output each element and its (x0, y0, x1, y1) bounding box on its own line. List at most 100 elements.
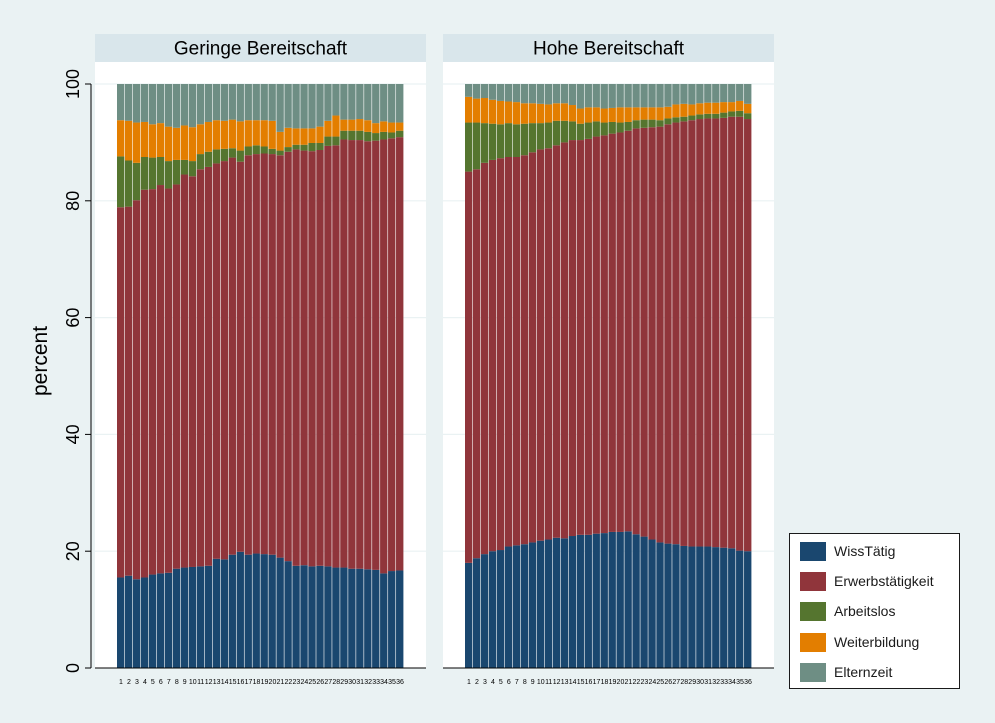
x-tick-label: 26 (316, 679, 324, 686)
bar-segment (576, 534, 584, 668)
bar-segment (536, 123, 545, 150)
bar-segment (712, 118, 720, 548)
bar-segment (528, 84, 537, 104)
bar-segment (260, 554, 268, 668)
bar-segment (132, 122, 141, 163)
x-tick-label: 21 (277, 679, 285, 686)
legend-swatch (800, 632, 826, 652)
bar-segment (212, 149, 221, 164)
x-tick-label: 1 (467, 679, 471, 686)
bar-segment (148, 157, 157, 190)
bar-segment (584, 84, 592, 108)
x-tick-label: 4 (143, 679, 147, 686)
x-tick-label: 12 (205, 679, 213, 686)
legend-label: WissTätig (834, 543, 896, 559)
bar-segment (236, 551, 244, 668)
bar-segment (640, 84, 648, 108)
bar-segment (324, 145, 332, 567)
x-tick-label: 2 (127, 679, 131, 686)
legend-swatch (800, 662, 826, 682)
x-tick-label: 26 (664, 679, 672, 686)
bar-segment (332, 567, 340, 668)
bar-segment (600, 84, 608, 109)
bar-segment (140, 577, 149, 668)
bar-segment (284, 561, 292, 668)
bar-segment (340, 119, 348, 131)
bar-segment (348, 130, 356, 141)
bar-segment (260, 146, 268, 154)
x-tick-label: 4 (491, 679, 495, 686)
bar-segment (512, 157, 521, 546)
x-tick-label: 35 (388, 679, 396, 686)
bar-segment (624, 107, 632, 122)
bar-segment (728, 111, 736, 117)
bar-segment (348, 84, 356, 120)
legend-label: Elternzeit (834, 664, 893, 680)
x-tick-label: 18 (601, 679, 609, 686)
bar-segment (656, 84, 664, 108)
bar-segment (148, 124, 157, 158)
bar-segment (396, 84, 404, 123)
y-tick-label: 80 (63, 191, 83, 211)
bar-segment (576, 108, 584, 124)
bar-segment (284, 151, 292, 562)
bar-segment (704, 546, 712, 668)
bar-segment (544, 122, 553, 149)
bar-segment (640, 536, 648, 668)
x-tick-label: 17 (593, 679, 601, 686)
bar-segment (252, 154, 260, 554)
bar-segment (584, 107, 592, 123)
legend-item-arbeitslos: Arbeitslos (800, 601, 895, 621)
bar-segment (324, 84, 332, 121)
bar-segment (148, 189, 157, 575)
bar-segment (236, 121, 244, 151)
bar-segment (688, 104, 696, 116)
x-tick-label: 28 (332, 679, 340, 686)
bar-segment (728, 102, 736, 112)
bar-segment (744, 84, 752, 104)
x-tick-label: 9 (183, 679, 187, 686)
bar-segment (680, 84, 688, 104)
bar-segment (196, 566, 205, 668)
x-tick-label: 29 (688, 679, 696, 686)
bar-segment (488, 84, 497, 100)
bar-segment (736, 110, 744, 117)
bar-segment (480, 98, 489, 124)
x-tick-label: 34 (728, 679, 736, 686)
bar-segment (196, 169, 205, 567)
x-tick-label: 2 (475, 679, 479, 686)
bar-segment (212, 84, 221, 121)
bar-segment (244, 155, 252, 555)
bar-segment (664, 118, 672, 125)
bar-segment (324, 566, 332, 668)
bar-segment (504, 157, 513, 547)
bar-segment (616, 132, 624, 532)
bar-segment (180, 125, 189, 160)
bar-segment (356, 140, 364, 569)
bar-segment (268, 148, 276, 155)
bar-segment (728, 84, 736, 103)
bar-segment (172, 568, 181, 668)
bar-segment (372, 140, 380, 570)
bar-segment (664, 124, 672, 544)
bar-segment (308, 128, 316, 143)
x-tick-label: 16 (237, 679, 245, 686)
bar-segment (268, 84, 276, 121)
x-tick-label: 30 (348, 679, 356, 686)
x-tick-label: 16 (585, 679, 593, 686)
bar-segment (140, 84, 149, 122)
bar-segment (276, 150, 284, 156)
bar-segment (324, 120, 332, 137)
bar-segment (172, 184, 181, 569)
bar-segment (520, 123, 529, 156)
bar-segment (544, 104, 553, 123)
bar-segment (504, 84, 513, 102)
bar-segment (696, 84, 704, 104)
bar-segment (300, 128, 308, 145)
bar-segment (712, 547, 720, 668)
bar-segment (380, 131, 388, 140)
bar-segment (332, 145, 340, 568)
bar-segment (340, 567, 348, 668)
